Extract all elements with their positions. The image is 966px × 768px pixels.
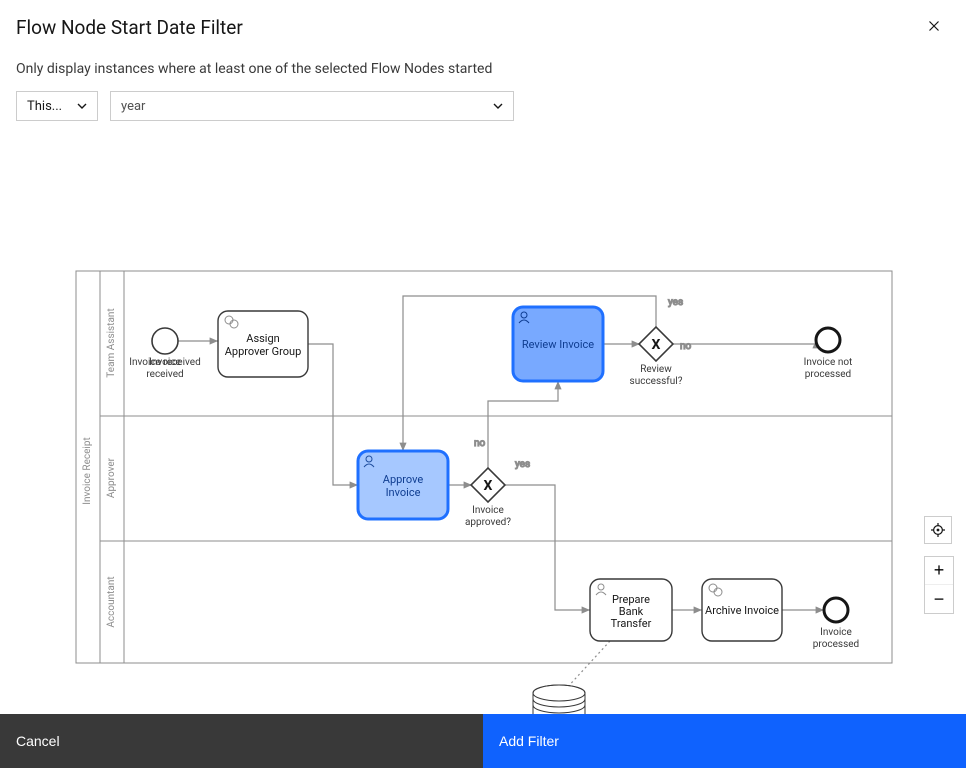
modal-title: Flow Node Start Date Filter <box>16 16 950 39</box>
bpmn-diagram-svg: Invoice Receipt Team Assistant Approver … <box>0 121 966 714</box>
pool-label: Invoice Receipt <box>82 437 93 505</box>
edge-label-no1: no <box>474 438 486 449</box>
svg-text:Invoice: Invoice <box>472 505 504 516</box>
chevron-down-icon <box>77 103 87 109</box>
period-select[interactable]: year <box>110 91 514 121</box>
chevron-down-icon <box>493 103 503 109</box>
svg-text:approved?: approved? <box>465 517 511 528</box>
node-review-invoice[interactable]: Review Invoice <box>513 307 603 381</box>
svg-text:Invoice: Invoice <box>820 627 852 638</box>
lane-label-accountant: Accountant <box>106 576 117 627</box>
svg-text:processed: processed <box>813 639 859 650</box>
period-select-label: year <box>121 99 145 114</box>
node-end-invoice-not-processed[interactable]: Invoice not processed <box>804 328 853 380</box>
preset-select[interactable]: This... <box>16 91 98 121</box>
preset-select-label: This... <box>27 99 62 114</box>
node-approve-invoice[interactable]: Approve Invoice <box>358 451 448 519</box>
node-prepare-bank-transfer[interactable]: Prepare Bank Transfer <box>590 579 672 641</box>
svg-text:successful?: successful? <box>630 375 683 387</box>
edge-label-yes1: yes <box>515 459 530 470</box>
svg-text:Invoice: Invoice <box>386 486 421 499</box>
svg-text:Transfer: Transfer <box>611 617 652 630</box>
svg-text:processed: processed <box>805 369 851 380</box>
modal-header: Flow Node Start Date Filter Only display… <box>0 0 966 121</box>
svg-text:Archive Invoice: Archive Invoice <box>705 604 779 617</box>
add-filter-button[interactable]: Add Filter <box>483 714 966 768</box>
zoom-out-button[interactable]: − <box>925 585 953 613</box>
close-button[interactable] <box>922 14 946 38</box>
edge-label-yes2: yes <box>668 297 683 308</box>
svg-text:Approve: Approve <box>383 473 424 486</box>
svg-text:Review: Review <box>640 364 672 375</box>
close-icon <box>928 18 940 34</box>
svg-text:Assign: Assign <box>246 332 279 345</box>
node-end-invoice-processed[interactable]: Invoice processed <box>813 598 859 650</box>
node-gateway-review-successful[interactable]: X Review successful? <box>630 327 683 387</box>
cancel-button[interactable]: Cancel <box>0 714 483 768</box>
crosshair-icon <box>931 522 945 538</box>
start-label-l2: received <box>146 369 183 380</box>
node-datastore-financial-accounting[interactable]: Financial Accounting System <box>533 685 585 714</box>
svg-text:Review Invoice: Review Invoice <box>522 338 594 351</box>
svg-text:Invoice not: Invoice not <box>804 357 853 368</box>
lane-label-approver: Approver <box>106 457 117 498</box>
start-label-l1: Invoice <box>149 357 181 368</box>
svg-text:Approver Group: Approver Group <box>225 345 302 358</box>
zoom-in-button[interactable]: + <box>925 557 953 585</box>
bpmn-diagram-viewport[interactable]: Invoice Receipt Team Assistant Approver … <box>0 121 966 714</box>
lane-label-team-assistant: Team Assistant <box>106 308 117 377</box>
node-archive-invoice[interactable]: Archive Invoice <box>702 579 782 641</box>
date-controls: This... year <box>16 91 950 121</box>
reset-viewport-button[interactable] <box>924 516 952 544</box>
modal-footer: Cancel Add Filter <box>0 714 966 768</box>
zoom-group: + − <box>924 556 954 614</box>
node-assign-approver-group[interactable]: Assign Approver Group <box>218 311 308 377</box>
edge-label-no2: no <box>680 341 692 352</box>
node-gateway-invoice-approved[interactable]: X Invoice approved? <box>465 468 511 528</box>
modal-subtitle: Only display instances where at least on… <box>16 61 950 77</box>
filter-modal: Flow Node Start Date Filter Only display… <box>0 0 966 768</box>
svg-text:X: X <box>484 478 493 494</box>
svg-text:X: X <box>652 337 661 353</box>
zoom-controls: + − <box>924 516 954 614</box>
